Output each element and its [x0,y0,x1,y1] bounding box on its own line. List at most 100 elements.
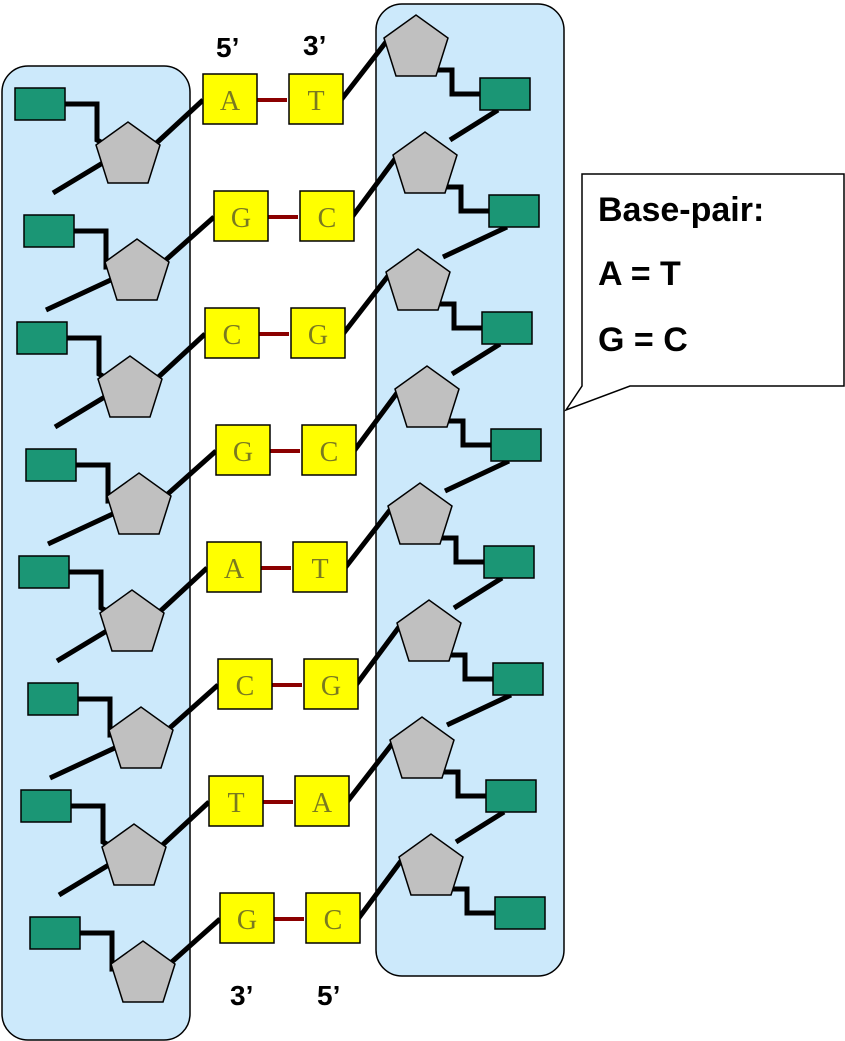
right-sugar [383,14,449,77]
right-strand-top-end-label: 3’ [303,30,326,61]
left-sugar-base-link [148,98,205,151]
right-base-letter: A [312,788,333,819]
left-sugar-base-link [163,917,222,970]
right-phosphate [490,428,542,462]
left-base [219,892,275,944]
left-sugar-base-link [159,449,218,502]
left-base-letter: G [237,905,257,936]
left-phosphate [27,682,79,716]
left-phosphate [25,448,77,482]
left-sugar [97,355,163,418]
right-base-letter: G [321,671,341,702]
right-sugar [385,248,451,311]
right-sugar [398,833,464,896]
right-sugar-base-link [343,508,392,570]
left-sugar-base-link [152,566,209,619]
left-backbone-panel [1,65,191,1041]
left-sugar [104,238,170,301]
left-backbone-link [53,392,110,430]
right-backbone-link [445,692,513,728]
right-base [290,307,346,359]
right-sugar-base-link [351,391,400,453]
right-phosphate [492,662,544,696]
right-base-letter: C [324,905,343,936]
left-sugar [99,589,165,652]
left-base-letter: C [223,320,242,351]
right-strand-bottom-end-label: 5’ [317,980,340,1011]
left-base [204,307,260,359]
right-backbone-link [442,769,486,799]
right-backbone-link [438,301,482,331]
left-backbone-link [46,509,119,547]
right-phosphate [483,545,535,579]
right-sugar [389,716,455,779]
left-phosphate [16,321,68,355]
right-phosphate [485,779,537,813]
right-phosphate [481,311,533,345]
right-base-letter: T [307,86,324,117]
right-base [303,658,359,710]
right-phosphate [488,194,540,228]
right-sugar [387,482,453,545]
right-backbone-link [436,67,480,97]
right-backbone-link [447,418,491,448]
right-backbone-link [441,224,509,260]
right-base-letter: C [318,203,337,234]
right-sugar [392,131,458,194]
left-base-letter: T [227,788,244,819]
right-sugar-base-link [349,157,398,219]
callout-box [564,173,845,412]
left-base-letter: A [224,554,245,585]
left-sugar-base-link [161,683,220,736]
left-sugar [110,940,176,1003]
left-sugar [95,121,161,184]
right-sugar-base-link [345,742,394,804]
left-base [217,658,273,710]
left-base [213,190,269,242]
left-sugar [106,472,172,535]
right-sugar-base-link [339,40,388,102]
right-base [299,190,355,242]
right-base [294,775,350,827]
left-sugar-base-link [157,215,216,268]
left-phosphate [20,789,72,823]
right-backbone-link [450,341,502,377]
right-sugar-base-link [353,625,402,687]
right-backbone-link [451,886,495,916]
right-base [305,892,361,944]
left-sugar [101,823,167,886]
right-backbone-link [443,458,511,494]
right-base [288,73,344,125]
callout-rule-gc: G = C [598,321,688,359]
right-sugar [396,599,462,662]
left-phosphate [23,214,75,248]
right-phosphate [479,77,531,111]
right-base [301,424,357,476]
callout-title: Base-pair: [598,191,764,229]
left-base [208,775,264,827]
right-sugar-base-link [355,859,404,921]
left-base [206,541,262,593]
left-base-letter: G [231,203,251,234]
right-sugar-base-link [341,274,390,336]
left-phosphate [14,87,66,121]
callout-rule-at: A = T [598,255,681,293]
right-base-letter: C [320,437,339,468]
right-backbone-link [454,809,506,845]
right-base-letter: G [308,320,328,351]
left-backbone-link [51,158,108,196]
left-backbone-link [57,860,114,898]
left-strand-bottom-end-label: 3’ [230,980,253,1011]
right-base-letter: T [311,554,328,585]
left-backbone-link [55,626,112,664]
left-sugar-base-link [154,800,211,853]
left-base [202,73,258,125]
right-backbone-link [452,575,504,611]
right-base [292,541,348,593]
left-base-letter: A [220,86,241,117]
left-sugar-base-link [150,332,207,385]
right-backbone-link [448,107,500,143]
left-base [215,424,271,476]
left-phosphate [18,555,70,589]
